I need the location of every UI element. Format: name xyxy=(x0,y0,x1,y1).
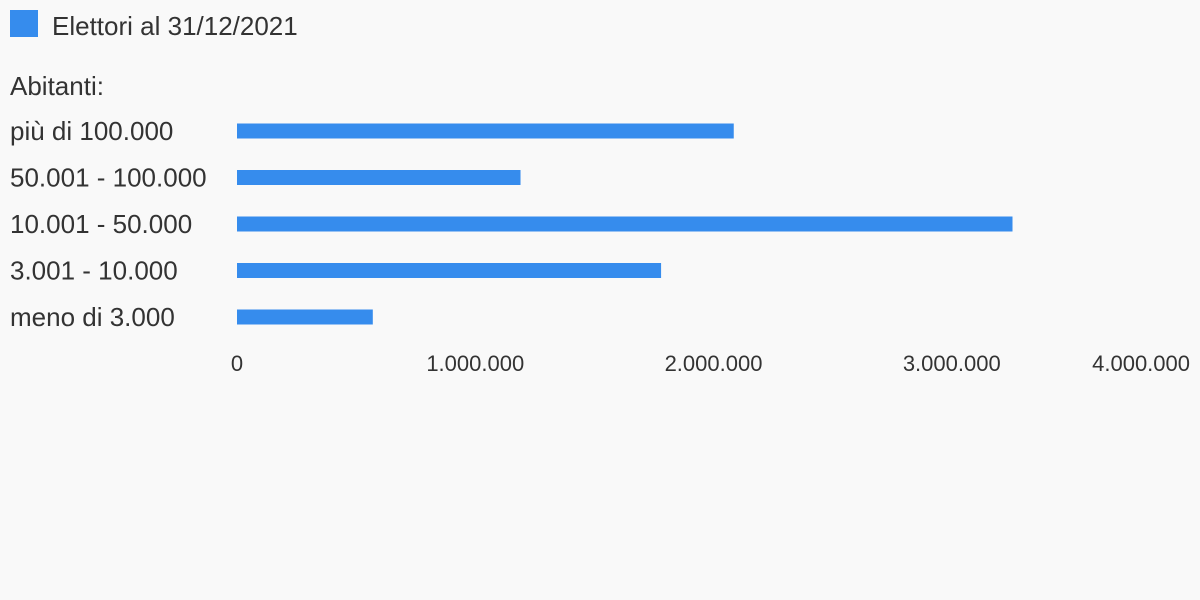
x-tick-label: 1.000.000 xyxy=(426,351,524,376)
bar[interactable] xyxy=(237,216,1013,232)
category-label: 50.001 - 100.000 xyxy=(10,163,207,193)
x-axis-ticks: 0 1.000.000 2.000.000 3.000.000 4.000.000 xyxy=(231,351,1190,376)
bar[interactable] xyxy=(237,123,734,139)
bar[interactable] xyxy=(237,309,373,325)
category-label: più di 100.000 xyxy=(10,116,173,146)
bars xyxy=(237,123,1013,325)
category-label: meno di 3.000 xyxy=(10,302,175,332)
bar[interactable] xyxy=(237,263,662,278)
x-tick-label: 2.000.000 xyxy=(665,351,763,376)
category-group-label: Abitanti: xyxy=(10,71,104,101)
x-tick-label: 3.000.000 xyxy=(903,351,1001,376)
category-label: 10.001 - 50.000 xyxy=(10,209,192,239)
legend: Elettori al 31/12/2021 xyxy=(10,10,298,41)
legend-label: Elettori al 31/12/2021 xyxy=(52,11,298,41)
bar[interactable] xyxy=(237,170,521,185)
category-label: 3.001 - 10.000 xyxy=(10,256,178,286)
category-labels: più di 100.000 50.001 - 100.000 10.001 - 5… xyxy=(10,116,207,332)
legend-swatch xyxy=(10,10,38,37)
x-tick-label: 0 xyxy=(231,351,243,376)
x-tick-label: 4.000.000 xyxy=(1092,351,1190,376)
